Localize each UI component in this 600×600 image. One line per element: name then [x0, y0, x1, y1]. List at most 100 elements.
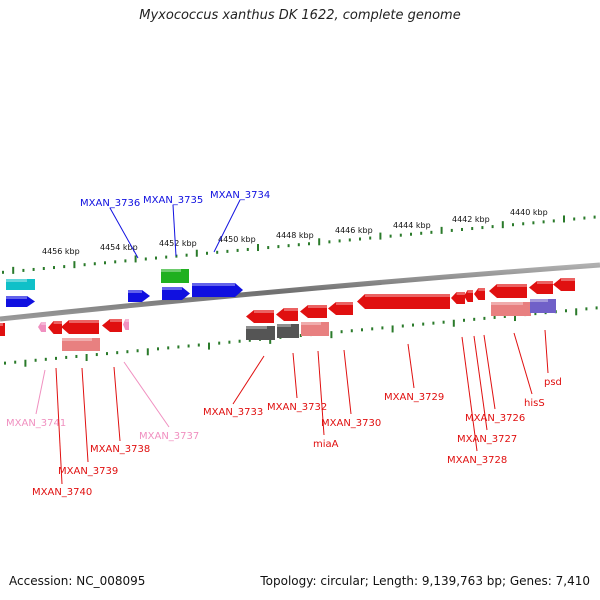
tick-mark [575, 308, 578, 316]
forward-cds[interactable] [6, 296, 35, 307]
green-feature[interactable] [161, 269, 189, 283]
tick-mark [106, 352, 108, 356]
label-leader-line [343, 349, 352, 415]
tick-mark [450, 228, 453, 232]
reverse-cds[interactable] [529, 281, 553, 294]
tick-mark [246, 247, 249, 251]
reverse-cds[interactable] [357, 294, 450, 309]
gene-label[interactable]: MXAN_3730 [321, 418, 381, 429]
tick-mark [206, 251, 208, 255]
gray-feature[interactable] [277, 324, 299, 338]
gene-label[interactable]: MXAN_3739 [58, 466, 118, 477]
tick-mark [318, 238, 321, 246]
gene-label[interactable]: MXAN_3727 [457, 434, 517, 445]
tick-row-upper: 4456 kbp 4454 kbp 4452 kbp 4450 kbp 4448 kbp… [2, 208, 596, 274]
label-leader-line [292, 352, 298, 399]
tick-mark [53, 266, 55, 270]
label-leader-line [407, 343, 415, 389]
gene-label[interactable]: MXAN_3726 [465, 413, 525, 424]
pink-feature[interactable] [123, 319, 129, 330]
accession-text: Accession: NC_008095 [9, 574, 146, 588]
reverse-cds[interactable] [474, 288, 485, 300]
reverse-cds[interactable] [276, 308, 298, 321]
tick-mark [532, 221, 535, 225]
reverse-cds[interactable] [489, 284, 527, 298]
tick-label: 4450 kbp [218, 235, 256, 244]
reverse-cds[interactable] [451, 292, 465, 304]
pink-feature[interactable] [38, 322, 46, 332]
reverse-cds[interactable] [553, 278, 575, 291]
gene-label[interactable]: miaA [313, 439, 339, 450]
tick-mark [297, 243, 300, 247]
reverse-cds[interactable] [61, 320, 99, 334]
genome-stats-text: Topology: circular; Length: 9,139,763 bp… [260, 574, 590, 588]
tick-mark [463, 318, 465, 322]
gene-label[interactable]: MXAN_3729 [384, 392, 444, 403]
label-leader-line [81, 367, 89, 463]
tick-mark [461, 227, 463, 231]
label-leader-line [109, 207, 139, 259]
tick-mark [218, 341, 221, 345]
gene-label[interactable]: MXAN_3728 [447, 455, 507, 466]
forward-cds[interactable] [192, 283, 243, 297]
tick-mark [44, 357, 47, 361]
tick-mark [287, 244, 290, 248]
gene-label[interactable]: MXAN_3737 [139, 431, 199, 442]
tick-mark [146, 348, 149, 356]
gene-label[interactable]: MXAN_3741 [6, 418, 66, 429]
reverse-cds[interactable] [48, 321, 62, 334]
label-leader-line [213, 199, 241, 253]
forward-cds[interactable] [128, 290, 150, 302]
reverse-cds[interactable] [328, 302, 353, 315]
tick-mark [573, 217, 576, 221]
light-red-feature[interactable] [301, 322, 329, 336]
tick-mark [22, 268, 25, 272]
tick-mark [32, 267, 35, 271]
reverse-cds[interactable] [0, 323, 5, 336]
tick-mark [24, 359, 27, 367]
gray-feature[interactable] [246, 326, 275, 340]
reverse-cds[interactable] [464, 290, 473, 302]
forward-cds[interactable] [162, 287, 190, 300]
label-leader-line [473, 335, 488, 431]
tick-mark [595, 306, 598, 310]
gene-label[interactable]: MXAN_3734 [210, 190, 270, 201]
tick-mark [503, 314, 506, 318]
gene-label[interactable]: MXAN_3733 [203, 407, 263, 418]
label-leader-line [317, 350, 325, 436]
tick-mark [85, 354, 88, 362]
tick-mark [412, 323, 414, 327]
cyan-feature[interactable] [6, 279, 35, 290]
tick-mark [65, 355, 68, 359]
tick-label: 4444 kbp [393, 221, 431, 230]
light-red-feature[interactable] [62, 338, 100, 351]
tick-label: 4442 kbp [452, 215, 490, 224]
reverse-cds[interactable] [246, 310, 274, 323]
tick-mark [55, 356, 57, 360]
tick-mark [208, 342, 210, 350]
feature-layer [0, 269, 575, 351]
tick-mark [481, 226, 484, 230]
gene-label[interactable]: MXAN_3740 [32, 487, 92, 498]
tick-mark [432, 321, 435, 325]
tick-mark [542, 220, 545, 224]
tick-mark [257, 244, 259, 252]
gene-label[interactable]: MXAN_3732 [267, 402, 327, 413]
gene-label[interactable]: MXAN_3736 [80, 198, 140, 209]
gene-label[interactable]: MXAN_3735 [143, 195, 203, 206]
light-red-feature[interactable] [491, 302, 531, 316]
gene-label[interactable]: hisS [524, 398, 545, 409]
tick-mark [593, 215, 596, 219]
tick-mark [157, 347, 159, 351]
reverse-cds[interactable] [102, 319, 122, 332]
purple-feature[interactable] [530, 299, 556, 313]
label-leader-line [544, 329, 549, 374]
tick-mark [267, 246, 270, 250]
gene-label[interactable]: MXAN_3738 [90, 444, 150, 455]
tick-mark [114, 260, 117, 264]
tick-mark [563, 215, 565, 223]
gene-label[interactable]: psd [544, 377, 562, 388]
reverse-cds[interactable] [300, 305, 327, 318]
tick-mark [379, 232, 382, 240]
tick-mark [83, 263, 86, 267]
